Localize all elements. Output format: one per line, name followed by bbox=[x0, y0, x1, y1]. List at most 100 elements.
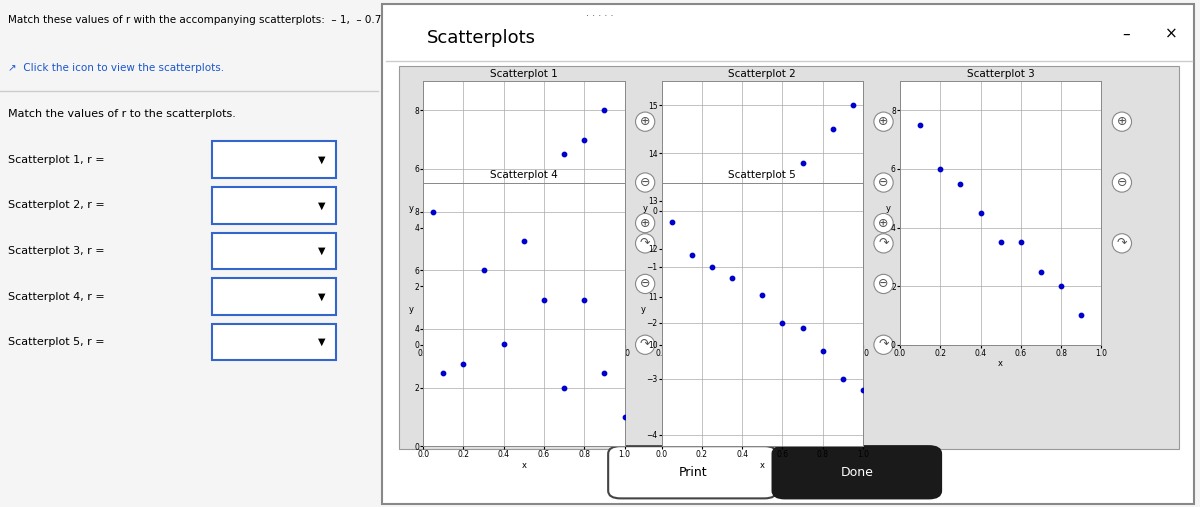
Point bbox=[833, 375, 852, 383]
Text: ⊕: ⊕ bbox=[1117, 115, 1127, 128]
FancyBboxPatch shape bbox=[211, 187, 336, 224]
Text: Done: Done bbox=[841, 465, 874, 479]
Text: ↷: ↷ bbox=[878, 237, 889, 250]
Point bbox=[793, 159, 812, 167]
Point bbox=[433, 311, 452, 319]
Point bbox=[554, 150, 574, 158]
Text: ⊕: ⊕ bbox=[878, 216, 889, 230]
Text: ⊕: ⊕ bbox=[640, 115, 650, 128]
Text: Print: Print bbox=[678, 465, 707, 479]
X-axis label: x: x bbox=[760, 359, 764, 368]
Title: Scatterplot 3: Scatterplot 3 bbox=[967, 69, 1034, 79]
Text: ▼: ▼ bbox=[318, 246, 325, 256]
FancyBboxPatch shape bbox=[211, 233, 336, 269]
Y-axis label: y: y bbox=[642, 204, 648, 213]
Point bbox=[773, 319, 792, 327]
Text: ▼: ▼ bbox=[318, 155, 325, 165]
Text: ×: × bbox=[1165, 27, 1177, 42]
Point bbox=[1072, 311, 1091, 319]
Point bbox=[672, 293, 691, 301]
Point bbox=[844, 101, 863, 109]
Point bbox=[971, 209, 990, 217]
Point bbox=[534, 194, 553, 202]
Title: Scatterplot 2: Scatterplot 2 bbox=[728, 69, 796, 79]
Title: Scatterplot 4: Scatterplot 4 bbox=[490, 170, 558, 180]
Y-axis label: y: y bbox=[886, 204, 890, 213]
FancyBboxPatch shape bbox=[773, 446, 941, 498]
Text: ↷: ↷ bbox=[878, 338, 889, 351]
FancyBboxPatch shape bbox=[382, 4, 1194, 504]
Text: ▼: ▼ bbox=[318, 337, 325, 347]
Point bbox=[454, 268, 473, 276]
Text: ↷: ↷ bbox=[640, 338, 650, 351]
FancyBboxPatch shape bbox=[211, 324, 336, 360]
Point bbox=[991, 238, 1010, 246]
Point bbox=[773, 187, 792, 195]
X-axis label: x: x bbox=[998, 359, 1003, 368]
Point bbox=[713, 255, 732, 263]
Point bbox=[554, 383, 574, 391]
Point bbox=[575, 296, 594, 304]
Point bbox=[424, 297, 443, 305]
FancyBboxPatch shape bbox=[608, 446, 776, 498]
Text: ⊕: ⊕ bbox=[640, 216, 650, 230]
Text: Scatterplots: Scatterplots bbox=[427, 29, 536, 47]
FancyBboxPatch shape bbox=[211, 278, 336, 315]
Text: Scatterplot 4, r =: Scatterplot 4, r = bbox=[7, 292, 104, 302]
Point bbox=[853, 386, 872, 394]
Text: Scatterplot 2, r =: Scatterplot 2, r = bbox=[7, 200, 104, 210]
Point bbox=[515, 224, 534, 232]
Point bbox=[534, 296, 553, 304]
Text: ⊖: ⊖ bbox=[878, 176, 889, 189]
Point bbox=[682, 251, 701, 260]
Point bbox=[911, 121, 930, 129]
Text: ▼: ▼ bbox=[318, 292, 325, 302]
Point bbox=[702, 263, 721, 271]
Point bbox=[1012, 238, 1031, 246]
Point bbox=[1031, 268, 1050, 276]
Point bbox=[474, 266, 493, 274]
X-axis label: x: x bbox=[522, 359, 527, 368]
Point bbox=[433, 369, 452, 377]
Text: . . . . .: . . . . . bbox=[587, 8, 613, 18]
Point bbox=[752, 206, 772, 214]
Point bbox=[575, 136, 594, 144]
Point bbox=[494, 340, 514, 348]
Text: ↷: ↷ bbox=[1117, 237, 1127, 250]
Point bbox=[595, 106, 614, 115]
Text: ⊖: ⊖ bbox=[878, 277, 889, 291]
Text: ⊕: ⊕ bbox=[878, 115, 889, 128]
Point bbox=[950, 179, 970, 188]
FancyBboxPatch shape bbox=[211, 141, 336, 178]
Point bbox=[692, 269, 712, 277]
Title: Scatterplot 1: Scatterplot 1 bbox=[490, 69, 558, 79]
Text: ⊖: ⊖ bbox=[1117, 176, 1127, 189]
Point bbox=[614, 413, 634, 421]
Y-axis label: y: y bbox=[409, 204, 414, 213]
Point bbox=[662, 317, 682, 325]
Point bbox=[793, 324, 812, 333]
Text: Match these values of r with the accompanying scatterplots:  – 1,  – 0.78, 0.997: Match these values of r with the accompa… bbox=[7, 15, 511, 25]
Point bbox=[732, 231, 751, 239]
Point bbox=[1051, 282, 1070, 290]
Point bbox=[823, 125, 842, 133]
Point bbox=[595, 369, 614, 377]
Text: Scatterplot 5, r =: Scatterplot 5, r = bbox=[7, 337, 104, 347]
Y-axis label: y: y bbox=[641, 305, 646, 314]
Point bbox=[722, 274, 742, 282]
Text: ▼: ▼ bbox=[318, 200, 325, 210]
Point bbox=[454, 360, 473, 368]
Title: Scatterplot 5: Scatterplot 5 bbox=[728, 170, 796, 180]
Point bbox=[752, 291, 772, 299]
Y-axis label: y: y bbox=[409, 305, 414, 314]
Point bbox=[931, 165, 950, 173]
Point bbox=[474, 253, 493, 261]
Point bbox=[662, 218, 682, 226]
FancyBboxPatch shape bbox=[398, 66, 1180, 449]
Text: ↗  Click the icon to view the scatterplots.: ↗ Click the icon to view the scatterplot… bbox=[7, 63, 223, 74]
Text: Match the values of r to the scatterplots.: Match the values of r to the scatterplot… bbox=[7, 109, 235, 119]
Point bbox=[424, 208, 443, 216]
Point bbox=[814, 347, 833, 355]
Text: –: – bbox=[1122, 27, 1130, 42]
Text: ↷: ↷ bbox=[640, 237, 650, 250]
